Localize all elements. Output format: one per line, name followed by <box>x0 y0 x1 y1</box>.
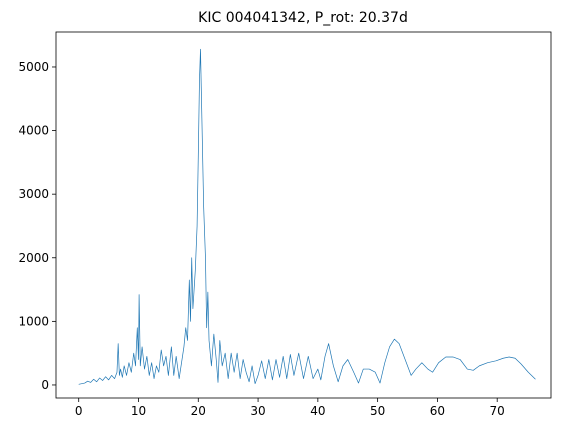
x-tick-label: 70 <box>490 404 505 418</box>
x-tick-label: 30 <box>250 404 265 418</box>
y-tick-label: 4000 <box>18 124 49 138</box>
x-tick-label: 60 <box>430 404 445 418</box>
y-tick-label: 0 <box>41 378 49 392</box>
y-tick-label: 5000 <box>18 60 49 74</box>
y-tick-label: 1000 <box>18 314 49 328</box>
x-tick-label: 40 <box>310 404 325 418</box>
x-tick-label: 50 <box>370 404 385 418</box>
plot-frame <box>55 31 552 399</box>
chart-title: KIC 004041342, P_rot: 20.37d <box>198 10 408 26</box>
y-tick-label: 2000 <box>18 251 49 265</box>
x-tick-label: 0 <box>75 404 83 418</box>
line <box>78 48 536 385</box>
y-tick-label: 3000 <box>18 187 49 201</box>
x-tick-label: 20 <box>191 404 206 418</box>
x-tick-label: 10 <box>131 404 146 418</box>
